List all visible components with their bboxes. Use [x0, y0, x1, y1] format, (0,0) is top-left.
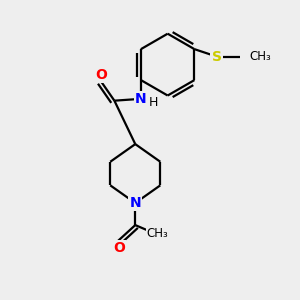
Text: N: N	[130, 196, 141, 210]
Text: CH₃: CH₃	[249, 50, 271, 63]
Text: O: O	[95, 68, 107, 82]
Text: O: O	[113, 241, 125, 255]
Text: H: H	[148, 96, 158, 109]
Text: N: N	[135, 92, 147, 106]
Text: S: S	[212, 50, 221, 64]
Text: CH₃: CH₃	[146, 227, 168, 240]
